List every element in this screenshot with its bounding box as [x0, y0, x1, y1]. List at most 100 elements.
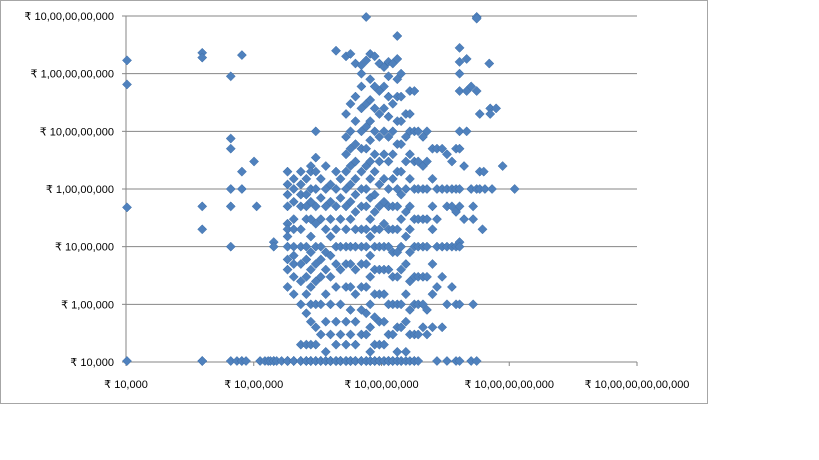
data-point	[346, 330, 355, 339]
data-point	[336, 300, 345, 309]
chart-frame: ₹ 10,000 ₹ 1,00,000 ₹ 10,00,000 ₹ 1,00,00,0…	[0, 0, 708, 404]
data-point	[351, 340, 360, 349]
data-point	[226, 134, 235, 143]
data-point	[198, 225, 207, 234]
data-point	[384, 157, 393, 166]
data-point	[341, 340, 350, 349]
x-tick-labels: ₹ 10,000 ₹ 10,00,000 ₹ 10,00,00,000 ₹ 10,00…	[104, 379, 689, 391]
data-point	[198, 356, 207, 365]
y-tick-labels: ₹ 10,000 ₹ 1,00,000 ₹ 10,00,000 ₹ 1,00,00,0…	[24, 11, 114, 369]
data-point	[487, 184, 496, 193]
data-point	[283, 232, 292, 241]
data-point	[438, 272, 447, 281]
data-point	[428, 202, 437, 211]
data-point	[302, 290, 311, 299]
data-point	[366, 174, 375, 183]
data-point	[321, 347, 330, 356]
data-point	[249, 157, 258, 166]
data-point	[384, 92, 393, 101]
data-point	[283, 167, 292, 176]
data-point	[432, 356, 441, 365]
data-point	[366, 136, 375, 145]
data-point	[362, 12, 371, 21]
data-point	[296, 167, 305, 176]
data-point	[469, 300, 478, 309]
data-point	[316, 174, 325, 183]
data-point	[366, 75, 375, 84]
data-point	[321, 161, 330, 170]
data-point	[122, 56, 131, 65]
data-point	[289, 290, 298, 299]
data-point	[428, 174, 437, 183]
data-point	[331, 225, 340, 234]
y-tick-label: ₹ 1,00,00,00,000	[31, 69, 114, 81]
data-point	[366, 272, 375, 281]
data-point	[351, 290, 360, 299]
data-point	[331, 317, 340, 326]
data-point	[384, 184, 393, 193]
data-point	[351, 117, 360, 126]
data-point	[237, 50, 246, 59]
data-point	[226, 242, 235, 251]
data-point	[326, 272, 335, 281]
data-point	[428, 225, 437, 234]
data-point	[316, 193, 325, 202]
data-point	[396, 215, 405, 224]
data-point	[472, 356, 481, 365]
y-tick-label: ₹ 10,00,00,00,000	[24, 11, 114, 23]
data-point	[462, 127, 471, 136]
x-tick-label: ₹ 10,00,00,00,000	[464, 379, 554, 391]
data-point	[478, 225, 487, 234]
data-point	[459, 161, 468, 170]
data-point	[336, 215, 345, 224]
data-point	[438, 323, 447, 332]
data-point	[388, 99, 397, 108]
data-point	[375, 157, 384, 166]
data-point	[442, 356, 451, 365]
data-point	[341, 225, 350, 234]
data-point	[384, 72, 393, 81]
data-point	[122, 80, 131, 89]
data-point	[510, 184, 519, 193]
data-point	[346, 99, 355, 108]
data-point	[351, 190, 360, 199]
data-point	[326, 215, 335, 224]
data-point	[388, 150, 397, 159]
axes	[122, 16, 637, 366]
data-point	[366, 251, 375, 260]
data-point	[346, 305, 355, 314]
data-point	[302, 309, 311, 318]
data-point	[370, 167, 379, 176]
data-point	[447, 282, 456, 291]
data-point	[283, 265, 292, 274]
data-point	[346, 215, 355, 224]
y-tick-label: ₹ 10,00,00,000	[40, 126, 114, 138]
data-point	[237, 167, 246, 176]
data-point	[336, 330, 345, 339]
data-point	[336, 174, 345, 183]
data-point	[252, 202, 261, 211]
data-point	[326, 232, 335, 241]
data-point	[321, 225, 330, 234]
data-point	[401, 347, 410, 356]
data-point	[321, 317, 330, 326]
data-point	[316, 330, 325, 339]
data-point	[379, 150, 388, 159]
data-point	[351, 207, 360, 216]
data-point	[357, 69, 366, 78]
data-point	[486, 109, 495, 118]
data-point	[442, 300, 451, 309]
data-point	[370, 150, 379, 159]
data-point	[283, 190, 292, 199]
data-point	[393, 347, 402, 356]
data-point	[289, 174, 298, 183]
data-point	[469, 215, 478, 224]
data-point	[401, 290, 410, 299]
data-point	[311, 127, 320, 136]
data-point	[492, 104, 501, 113]
data-point	[289, 272, 298, 281]
data-point	[475, 109, 484, 118]
x-tick-label: ₹ 10,000	[104, 379, 148, 391]
data-point	[341, 109, 350, 118]
data-point	[331, 46, 340, 55]
